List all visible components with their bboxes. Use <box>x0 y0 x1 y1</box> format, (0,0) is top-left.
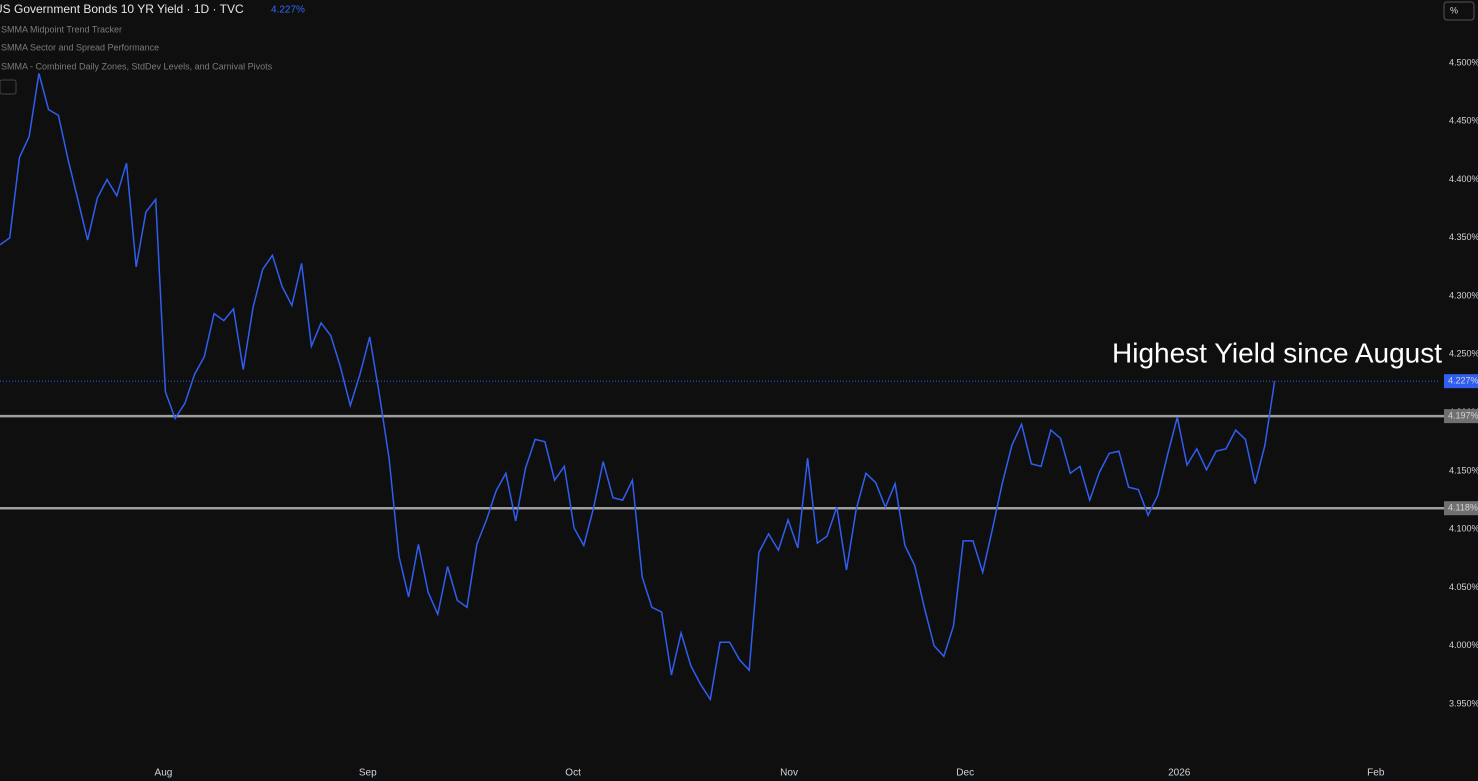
last-price-label: 4.227% <box>1448 376 1478 386</box>
x-tick-label: Feb <box>1367 768 1385 779</box>
price-tag <box>1444 409 1478 424</box>
indicator: SMMA Midpoint Trend Tracker <box>1 24 122 34</box>
unit-button-label[interactable]: % <box>1450 5 1458 15</box>
chart-title: US Government Bonds 10 YR Yield · 1D · T… <box>0 2 244 16</box>
y-tick-label: 3.950% <box>1449 698 1478 708</box>
collapse-button[interactable] <box>0 79 17 95</box>
x-tick-label: Dec <box>956 768 974 779</box>
y-tick-label: 4.050% <box>1449 582 1478 592</box>
y-tick-label: 4.100% <box>1449 524 1478 534</box>
y-tick-label: 4.500% <box>1449 57 1478 67</box>
y-tick-label: 4.250% <box>1449 349 1478 359</box>
indicator: SMMA Sector and Spread Performance <box>1 42 159 52</box>
x-tick-label: 2026 <box>1168 768 1191 779</box>
price-tag-label: 4.118% <box>1448 503 1478 513</box>
y-tick-label: 4.000% <box>1449 640 1478 650</box>
y-tick-label: 4.450% <box>1449 116 1478 126</box>
indicator: SMMA - Combined Daily Zones, StdDev Leve… <box>1 61 273 71</box>
x-tick-label: Aug <box>155 768 173 779</box>
price-tag <box>1444 501 1478 516</box>
last-price-tag <box>1444 374 1478 389</box>
x-tick-label: Sep <box>359 768 377 779</box>
price-tag-label: 4.197% <box>1448 411 1478 421</box>
y-tick-label: 4.300% <box>1449 290 1478 300</box>
series-line <box>0 73 1276 702</box>
x-tick-label: Oct <box>565 768 581 779</box>
x-tick-label: Nov <box>780 768 798 779</box>
y-tick-label: 4.150% <box>1449 465 1478 475</box>
y-tick-label: 4.350% <box>1449 232 1478 242</box>
y-tick-label: 4.400% <box>1449 174 1478 184</box>
header-price: 4.227% <box>271 5 305 16</box>
annotation: Highest Yield since August <box>1112 337 1442 368</box>
unit-button[interactable] <box>1443 1 1475 21</box>
